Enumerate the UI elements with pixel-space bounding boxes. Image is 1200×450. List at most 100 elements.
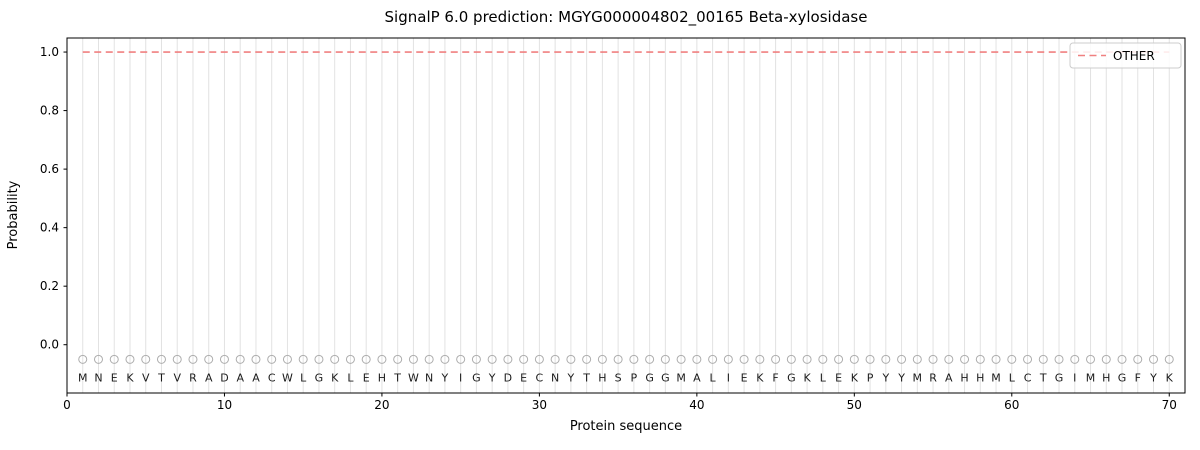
residue-marker <box>235 354 245 364</box>
residue-letter: M <box>913 371 923 384</box>
residue-marker <box>865 354 875 364</box>
residue-letter: G <box>1055 371 1064 384</box>
residue-marker <box>881 354 891 364</box>
residue-letter: Y <box>1149 371 1157 384</box>
x-tick-label: 70 <box>1162 398 1177 412</box>
residue-marker <box>156 354 166 364</box>
residue-letter: T <box>1039 371 1047 384</box>
residue-letter: R <box>189 371 197 384</box>
residue-marker <box>487 354 497 364</box>
residue-letter: A <box>252 371 260 384</box>
residue-marker <box>1101 354 1111 364</box>
residue-letter: Y <box>881 371 889 384</box>
x-tick-label: 20 <box>374 398 389 412</box>
residue-marker <box>519 354 529 364</box>
residue-marker <box>582 354 592 364</box>
residue-marker <box>503 354 513 364</box>
residue-marker <box>361 354 371 364</box>
y-tick-label: 0.2 <box>40 279 59 293</box>
residue-letter: T <box>582 371 590 384</box>
residue-marker <box>597 354 607 364</box>
x-tick-label: 50 <box>847 398 862 412</box>
residue-letter: A <box>945 371 953 384</box>
y-axis-label: Probability <box>6 180 21 249</box>
residue-letter: V <box>142 371 150 384</box>
residue-marker <box>377 354 387 364</box>
residue-marker <box>771 354 781 364</box>
residue-marker <box>141 354 151 364</box>
residue-letter: G <box>645 371 654 384</box>
residue-letter: N <box>94 371 102 384</box>
x-tick-label: 10 <box>217 398 232 412</box>
residue-letter: S <box>615 371 622 384</box>
residue-letter: K <box>756 371 764 384</box>
residue-letter: E <box>111 371 118 384</box>
residue-marker <box>897 354 907 364</box>
residue-letter: Y <box>441 371 449 384</box>
residue-letter: M <box>78 371 88 384</box>
residue-letter: A <box>236 371 244 384</box>
residue-marker <box>204 354 214 364</box>
residue-letter: K <box>851 371 859 384</box>
residue-marker <box>975 354 985 364</box>
residue-letter: K <box>126 371 134 384</box>
residue-marker <box>991 354 1001 364</box>
residue-letter: E <box>835 371 842 384</box>
x-tick-label: 30 <box>532 398 547 412</box>
residue-marker <box>109 354 119 364</box>
residue-letter: A <box>693 371 701 384</box>
residue-marker <box>739 354 749 364</box>
residue-letter: W <box>408 371 419 384</box>
residue-marker <box>1086 354 1096 364</box>
residue-letter: L <box>1009 371 1016 384</box>
residue-marker <box>1070 354 1080 364</box>
residue-marker <box>1164 354 1174 364</box>
residue-letter: G <box>1118 371 1127 384</box>
residue-marker <box>1117 354 1127 364</box>
residue-marker <box>330 354 340 364</box>
residue-marker <box>692 354 702 364</box>
y-tick-label: 1.0 <box>40 45 59 59</box>
residue-letter: K <box>1166 371 1174 384</box>
residue-marker <box>834 354 844 364</box>
residue-marker <box>912 354 922 364</box>
residue-marker <box>456 354 466 364</box>
residue-marker <box>1149 354 1159 364</box>
residue-letter: C <box>1024 371 1032 384</box>
residue-letter: W <box>282 371 293 384</box>
residue-marker <box>1007 354 1017 364</box>
residue-marker <box>1023 354 1033 364</box>
residue-letter: M <box>676 371 686 384</box>
residue-marker <box>629 354 639 364</box>
residue-letter: H <box>598 371 606 384</box>
residue-marker <box>645 354 655 364</box>
residue-letter: N <box>425 371 433 384</box>
residue-letter: G <box>315 371 324 384</box>
residue-letter: F <box>772 371 778 384</box>
residue-letter: M <box>1086 371 1096 384</box>
legend-frame <box>1069 42 1182 69</box>
residue-letter: G <box>661 371 670 384</box>
residue-marker <box>219 354 229 364</box>
residue-letter: P <box>867 371 874 384</box>
y-tick-label: 0.6 <box>40 162 59 176</box>
residue-marker <box>125 354 135 364</box>
legend: OTHER <box>1069 42 1182 69</box>
residue-marker <box>786 354 796 364</box>
legend-label-other: OTHER <box>1113 49 1155 63</box>
residue-marker <box>660 354 670 364</box>
residue-marker <box>282 354 292 364</box>
residue-marker <box>251 354 261 364</box>
residue-letter: H <box>378 371 386 384</box>
residue-letter: L <box>710 371 717 384</box>
residue-letter: A <box>205 371 213 384</box>
y-tick-label: 0.8 <box>40 104 59 118</box>
residue-letter: V <box>173 371 181 384</box>
residue-letter: E <box>363 371 370 384</box>
residue-letter: C <box>268 371 276 384</box>
residue-marker <box>424 354 434 364</box>
residue-marker <box>613 354 623 364</box>
residue-marker <box>849 354 859 364</box>
residue-marker <box>534 354 544 364</box>
